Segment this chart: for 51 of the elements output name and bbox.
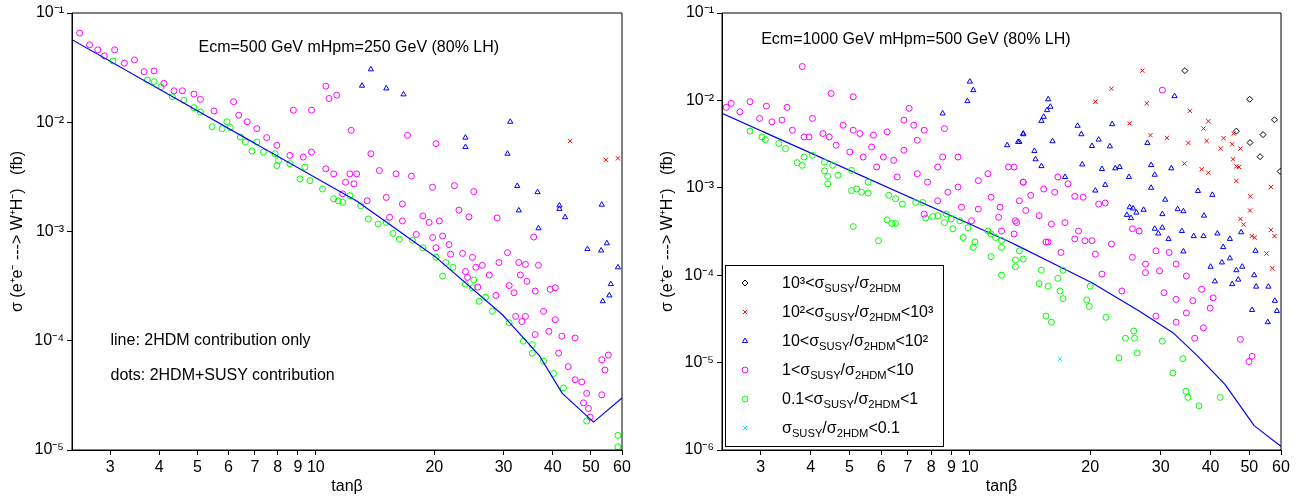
annotation: Ecm=500 GeV mHpm=250 GeV (80% LH) <box>198 38 500 56</box>
x-tick-label: 20 <box>1081 458 1100 476</box>
annotation: Ecm=1000 GeV mHpm=500 GeV (80% LH) <box>761 29 1071 47</box>
x-tick-label: 6 <box>224 458 234 476</box>
y-tick-label: 10⁻⁵ <box>34 440 64 458</box>
legend-label: 10<σ$_{SUSY}$/σ$_{2HDM}$<10² <box>782 331 928 352</box>
x-tick-label: 7 <box>250 458 260 476</box>
x-tick-label: 30 <box>1151 458 1170 476</box>
x-axis-title: tanβ <box>985 476 1018 494</box>
x-tick-label: 9 <box>293 458 303 476</box>
x-tick-label: 5 <box>845 458 855 476</box>
legend-label: 10³<σ$_{SUSY}$/σ$_{2HDM}$ <box>782 273 901 294</box>
y-axis-title: σ (e⁺e⁻ ---> W⁺H⁻) (fb) <box>8 151 26 312</box>
y-tick-label: 10⁻⁴ <box>34 331 65 349</box>
x-tick-label: 4 <box>154 458 164 476</box>
x-tick-label: 10 <box>960 458 979 476</box>
y-tick-label: 10⁻³ <box>35 221 65 239</box>
annotation: line: 2HDM contribution only <box>110 331 311 349</box>
x-tick-label: 30 <box>494 458 513 476</box>
x-tick-label: 9 <box>947 458 957 476</box>
x-tick-label: 3 <box>105 458 115 476</box>
x-tick-label: 8 <box>926 458 936 476</box>
x-tick-label: 50 <box>1240 458 1259 476</box>
y-axis-title: σ (e⁺e⁻ ---> W⁺H⁻) (fb) <box>658 151 676 312</box>
x-tick-label: 10 <box>306 458 325 476</box>
y-tick-label: 10⁻² <box>35 112 65 130</box>
y-tick-label: 10⁻¹ <box>685 3 714 21</box>
x-tick-label: 3 <box>756 458 766 476</box>
y-tick-label: 10⁻² <box>685 90 715 108</box>
y-tick-label: 10⁻³ <box>685 178 715 196</box>
x-tick-label: 8 <box>273 458 283 476</box>
legend-label: 10²<σ$_{SUSY}$/σ$_{2HDM}$<10³ <box>782 302 934 323</box>
x-tick-label: 4 <box>806 458 816 476</box>
x-axis-title: tanβ <box>331 476 363 494</box>
x-tick-label: 60 <box>613 458 631 476</box>
y-tick-label: 10⁻⁶ <box>684 440 714 458</box>
x-tick-label: 6 <box>876 458 886 476</box>
x-tick-label: 20 <box>425 458 444 476</box>
y-tick-label: 10⁻⁴ <box>684 265 715 283</box>
legend-label: 0.1<σ$_{SUSY}$/σ$_{2HDM}$<1 <box>782 389 919 410</box>
x-tick-label: 40 <box>1201 458 1220 476</box>
legend-label: 1<σ$_{SUSY}$/σ$_{2HDM}$<10 <box>782 360 914 381</box>
x-tick-label: 5 <box>192 458 202 476</box>
legend-label: σ$_{SUSY}$/σ$_{2HDM}$<0.1 <box>782 418 900 439</box>
x-tick-label: 50 <box>581 458 600 476</box>
x-tick-label: 7 <box>903 458 913 476</box>
y-tick-label: 10⁻¹ <box>35 3 64 21</box>
x-tick-label: 40 <box>543 458 562 476</box>
y-tick-label: 10⁻⁵ <box>684 353 714 371</box>
annotation: dots: 2HDM+SUSY contribution <box>110 366 335 384</box>
x-tick-label: 60 <box>1272 458 1290 476</box>
